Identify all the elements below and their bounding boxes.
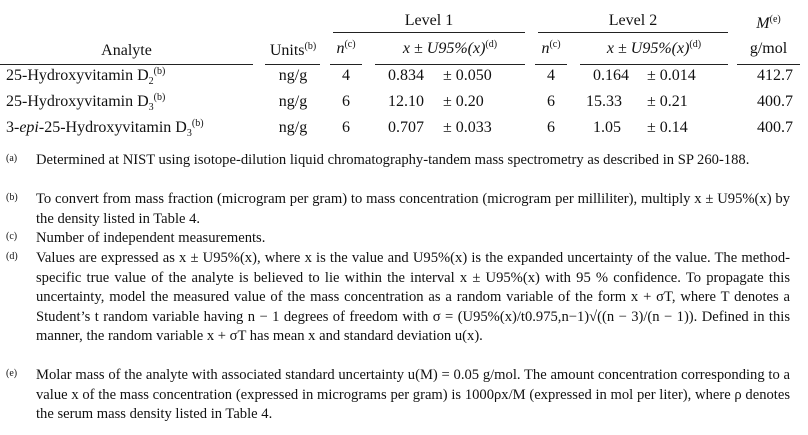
n1-cell: 6 <box>342 119 350 136</box>
footnote: (a) Determined at NIST using isotope-dilu… <box>6 151 790 171</box>
analyte-display: 25-Hydroxyvitamin D3 <box>6 93 154 114</box>
rule-units <box>265 64 320 65</box>
footnote-mark: (d) <box>6 251 18 262</box>
footnote-mark: (c) <box>6 231 18 242</box>
rule-x1 <box>375 64 525 65</box>
footnote-mark: (b) <box>6 192 18 203</box>
header-n-level1: n(c) <box>336 39 356 58</box>
uncertainty2-cell: ± 0.21 <box>647 93 688 110</box>
n2-cell: 6 <box>547 93 555 110</box>
footnote-text: To convert from mass fraction (microgram… <box>36 191 790 227</box>
footnote-text: Number of independent measurements. <box>36 230 266 246</box>
analyte-display: 25-Hydroxyvitamin D2 <box>6 67 154 88</box>
uncertainty2-cell: ± 0.14 <box>647 119 688 136</box>
header-units: Units(b) <box>269 41 317 60</box>
footnote: (e) Molar mass of the analyte with associ… <box>6 366 790 425</box>
footnote: (d) Values are expressed as x ± U95%(x), … <box>6 249 790 347</box>
rule-n1 <box>330 64 362 65</box>
footnote-mark: (e) <box>6 368 18 379</box>
header-n-level2: n(c) <box>541 39 561 58</box>
value2-cell: 1.05 <box>593 119 621 136</box>
footnote: (b) To convert from mass fraction (microg… <box>6 190 790 229</box>
value2-cell: 0.164 <box>593 67 629 84</box>
uncertainty1-cell: ± 0.20 <box>443 93 484 110</box>
n1-cell: 4 <box>342 67 350 84</box>
uncertainty2-cell: ± 0.014 <box>647 67 696 84</box>
rule-n2 <box>535 64 567 65</box>
rule-level-1 <box>333 32 525 33</box>
rule-level-2 <box>538 32 728 33</box>
molar-mass-cell: 400.7 <box>757 119 793 136</box>
header-value-level1: x ± U95%(x)(d) <box>402 39 498 58</box>
units-cell: ng/g <box>278 67 308 84</box>
rule-analyte <box>0 64 253 65</box>
uncertainty1-cell: ± 0.033 <box>443 119 492 136</box>
value1-cell: 0.834 <box>388 67 424 84</box>
footnote-text: Determined at NIST using isotope-dilutio… <box>36 152 750 168</box>
header-molar-unit: g/mol <box>749 40 788 57</box>
molar-mass-cell: 400.7 <box>757 93 793 110</box>
units-cell: ng/g <box>278 93 308 110</box>
footnote: (c) Number of independent measurements. <box>6 229 790 249</box>
header-level-1: Level 1 <box>404 12 454 29</box>
analyte-display: 3-epi-25-Hydroxyvitamin D3 <box>6 119 192 140</box>
n1-cell: 6 <box>342 93 350 110</box>
footnote-text: Molar mass of the analyte with associate… <box>36 367 790 423</box>
header-analyte: Analyte <box>101 42 152 59</box>
header-level-2: Level 2 <box>608 12 658 29</box>
rule-m <box>737 64 800 65</box>
header-molar-mass: M(e) <box>756 14 781 33</box>
value1-cell: 0.707 <box>388 119 424 136</box>
value2-cell: 15.33 <box>586 93 622 110</box>
header-value-level2: x ± U95%(x)(d) <box>606 39 702 58</box>
n2-cell: 4 <box>547 67 555 84</box>
value1-cell: 12.10 <box>388 93 424 110</box>
molar-mass-cell: 412.7 <box>757 67 793 84</box>
uncertainty1-cell: ± 0.050 <box>443 67 492 84</box>
rule-x2 <box>580 64 728 65</box>
footnote-mark: (a) <box>6 153 18 164</box>
units-cell: ng/g <box>278 119 308 136</box>
footnote-text: Values are expressed as x ± U95%(x), whe… <box>36 250 790 345</box>
n2-cell: 6 <box>547 119 555 136</box>
